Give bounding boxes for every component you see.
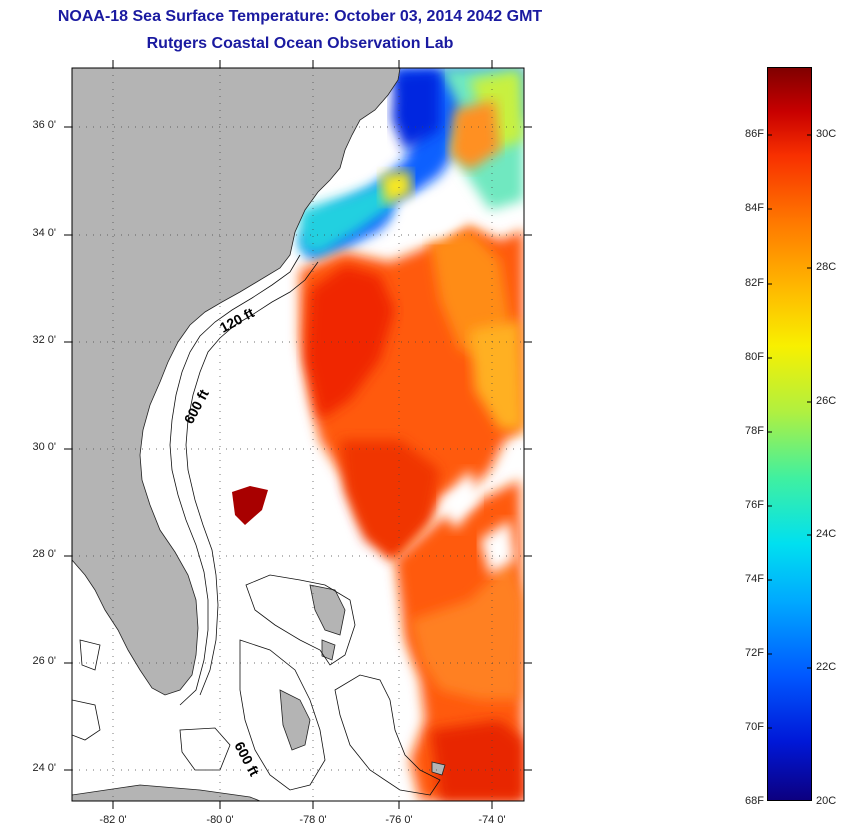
lon-label: -74 0' bbox=[478, 814, 506, 826]
colorbar-label-c: 26C bbox=[816, 395, 837, 407]
land bbox=[72, 68, 446, 801]
colorbar-label-f: 76F bbox=[745, 499, 764, 511]
colorbar-label-c: 24C bbox=[816, 528, 837, 540]
lon-label: -80 0' bbox=[206, 814, 234, 826]
map-subtitle: Rutgers Coastal Ocean Observation Lab bbox=[146, 35, 454, 52]
lat-label: 28 0' bbox=[32, 548, 56, 560]
colorbar-label-c: 30C bbox=[816, 128, 837, 140]
colorbar-label-f: 84F bbox=[745, 202, 764, 214]
lon-label: -76 0' bbox=[385, 814, 413, 826]
colorbar-label-f: 68F bbox=[745, 795, 764, 807]
colorbar-label-f: 70F bbox=[745, 721, 764, 733]
lat-label: 34 0' bbox=[32, 227, 56, 239]
colorbar-label-f: 80F bbox=[745, 351, 764, 363]
lat-label: 24 0' bbox=[32, 762, 56, 774]
colorbar-label-c: 22C bbox=[816, 661, 837, 673]
bathymetry-contours bbox=[72, 254, 441, 796]
colorbar-label-f: 72F bbox=[745, 647, 764, 659]
temperature-colorbar bbox=[767, 67, 812, 801]
lon-label: -82 0' bbox=[99, 814, 127, 826]
map-title: NOAA-18 Sea Surface Temperature: October… bbox=[57, 8, 543, 25]
colorbar-label-c: 28C bbox=[816, 261, 837, 273]
sst-imagery bbox=[160, 68, 524, 801]
lon-label: -78 0' bbox=[299, 814, 327, 826]
lat-label: 32 0' bbox=[32, 334, 56, 346]
lat-label: 30 0' bbox=[32, 441, 56, 453]
axis-ticks bbox=[64, 60, 532, 809]
colorbar-label-f: 74F bbox=[745, 573, 764, 585]
colorbar-label-f: 86F bbox=[745, 128, 764, 140]
map-border bbox=[71, 67, 525, 802]
lat-label: 26 0' bbox=[32, 655, 56, 667]
lat-label: 36 0' bbox=[32, 119, 56, 131]
colorbar-label-f: 78F bbox=[745, 425, 764, 437]
colorbar-label-c: 20C bbox=[816, 795, 837, 807]
colorbar-label-f: 82F bbox=[745, 277, 764, 289]
